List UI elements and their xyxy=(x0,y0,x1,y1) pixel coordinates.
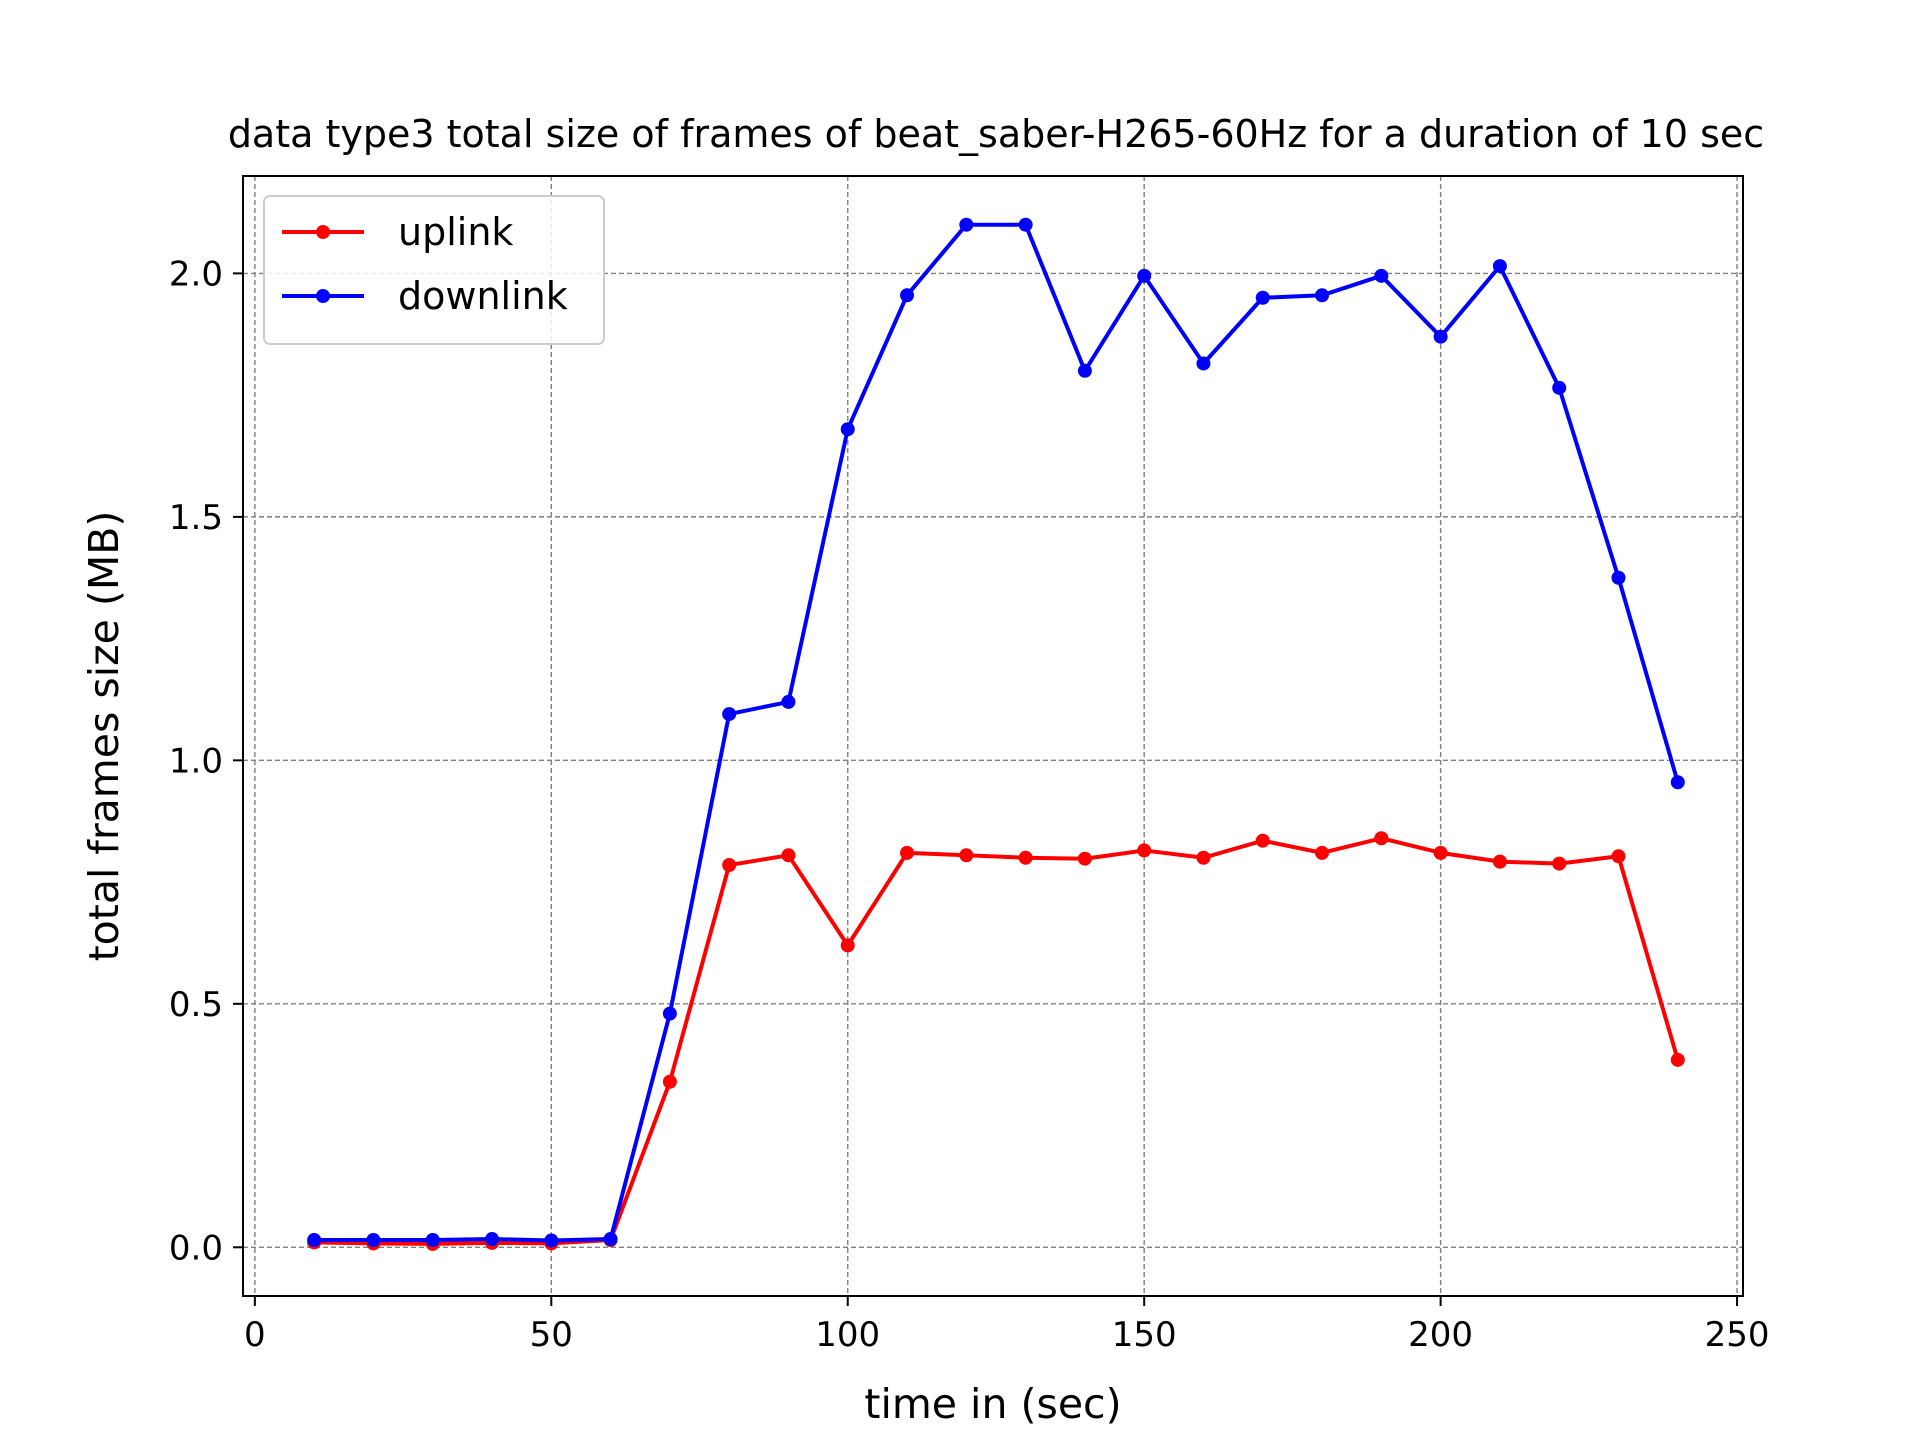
downlink-data-point xyxy=(603,1232,618,1247)
legend-downlink-marker xyxy=(316,289,330,303)
uplink-data-point xyxy=(662,1074,677,1089)
y-axis-title: total frames size (MB) xyxy=(80,511,128,962)
y-tick-label: 1.5 xyxy=(169,498,223,538)
y-tick-label: 0.5 xyxy=(169,985,223,1025)
uplink-data-point xyxy=(1374,831,1389,846)
downlink-data-point xyxy=(1670,775,1685,790)
downlink-data-point xyxy=(1492,259,1507,274)
downlink-data-point xyxy=(1137,268,1152,283)
downlink-data-point xyxy=(366,1233,381,1247)
downlink-data-point xyxy=(959,217,974,232)
y-tick-label: 1.0 xyxy=(169,741,223,781)
downlink-data-point xyxy=(1315,288,1330,303)
downlink-data-point xyxy=(781,694,796,709)
uplink-data-point xyxy=(1315,845,1330,860)
x-axis-title: time in (sec) xyxy=(864,1380,1121,1428)
legend-uplink-label: uplink xyxy=(398,210,513,254)
downlink-data-point xyxy=(840,422,855,437)
x-tick-label: 250 xyxy=(1705,1315,1770,1355)
downlink-series-line xyxy=(312,222,1681,1243)
uplink-data-point xyxy=(1196,850,1211,865)
uplink-data-point xyxy=(959,848,974,863)
uplink-series-line xyxy=(312,836,1681,1246)
uplink-data-point xyxy=(900,845,915,860)
downlink-data-point xyxy=(1077,363,1092,378)
plot-area xyxy=(243,176,1743,1296)
downlink-data-point xyxy=(1018,217,1033,232)
y-tick-label: 2.0 xyxy=(169,254,223,294)
uplink-data-point xyxy=(781,848,796,863)
axis-ticks: 0 50 100 150 200 250 0.0 0.5 1.0 1.5 2.0 xyxy=(169,254,1770,1355)
downlink-data-point xyxy=(1374,268,1389,283)
downlink-data-point xyxy=(1552,380,1567,395)
x-tick-label: 100 xyxy=(815,1315,880,1355)
uplink-data-point xyxy=(722,858,737,873)
legend-uplink-marker xyxy=(316,225,330,239)
uplink-data-point xyxy=(1611,849,1626,864)
x-tick-label: 50 xyxy=(530,1315,573,1355)
x-tick-label: 200 xyxy=(1408,1315,1473,1355)
downlink-data-point xyxy=(307,1233,322,1247)
x-tick-label: 0 xyxy=(244,1315,266,1355)
plot-frame xyxy=(242,175,1744,1297)
downlink-data-point xyxy=(900,288,915,303)
downlink-data-point xyxy=(544,1233,559,1248)
downlink-data-point xyxy=(1433,329,1448,344)
downlink-data-point xyxy=(1611,570,1626,585)
chart-title: data type3 total size of frames of beat_… xyxy=(228,112,1764,156)
uplink-data-point xyxy=(1255,833,1270,848)
uplink-data-point xyxy=(1670,1052,1685,1067)
uplink-data-point xyxy=(1077,851,1092,866)
uplink-data-point xyxy=(1433,845,1448,860)
uplink-data-point xyxy=(1552,856,1567,871)
downlink-data-point xyxy=(1255,290,1270,305)
uplink-data-point xyxy=(840,938,855,953)
downlink-data-point xyxy=(485,1232,500,1247)
legend-downlink-label: downlink xyxy=(398,274,568,318)
data-series xyxy=(307,217,1685,1251)
uplink-data-point xyxy=(1492,854,1507,869)
x-tick-label: 150 xyxy=(1112,1315,1177,1355)
uplink-data-point xyxy=(1018,850,1033,865)
downlink-data-point xyxy=(425,1233,440,1247)
downlink-data-point xyxy=(1196,356,1211,371)
y-tick-label: 0.0 xyxy=(169,1228,223,1268)
downlink-data-point xyxy=(662,1006,677,1021)
downlink-data-point xyxy=(722,707,737,722)
legend: uplink downlink xyxy=(263,195,605,345)
uplink-data-point xyxy=(1137,843,1152,858)
